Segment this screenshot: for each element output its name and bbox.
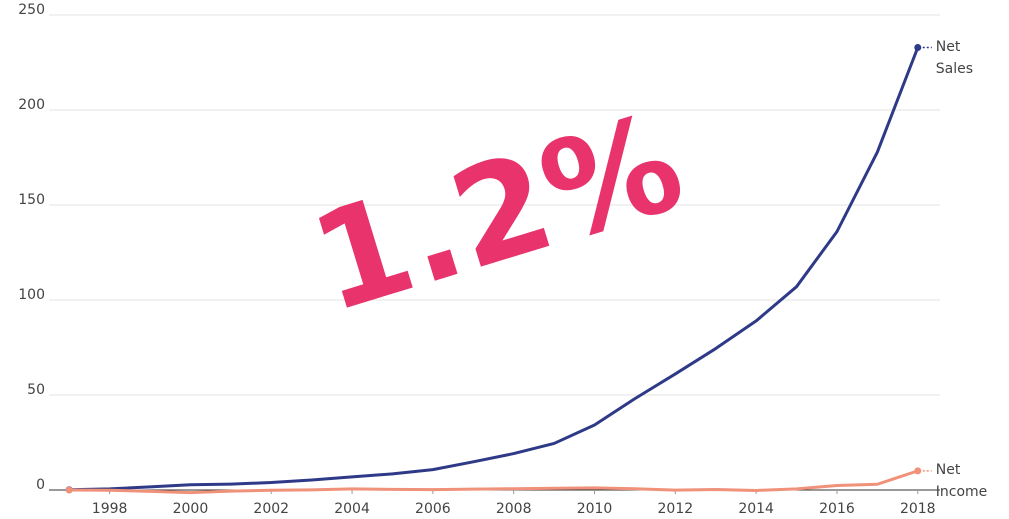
annotation: 1.2%	[295, 83, 699, 343]
y-tick-label: 50	[27, 382, 45, 398]
x-tick-label: 2016	[819, 501, 855, 517]
y-tick-label: 100	[18, 287, 45, 303]
y-tick-label: 250	[18, 2, 45, 18]
y-tick-label: 0	[36, 477, 45, 493]
legend-label: Net Sales	[935, 38, 974, 77]
x-tick-label: 2006	[415, 501, 451, 517]
y-tick-label: 150	[18, 192, 45, 208]
x-tick-label: 1998	[92, 501, 128, 517]
x-tick-label: 2018	[900, 501, 936, 517]
legend-label: Net Income	[935, 461, 988, 500]
x-tick-label: 2014	[738, 501, 774, 517]
x-tick-label: 2000	[173, 501, 209, 517]
x-tick-label: 2012	[658, 501, 694, 517]
x-tick-label: 2010	[577, 501, 613, 517]
legend-label-box: Net Sales	[935, 38, 974, 77]
end-point	[914, 467, 922, 475]
x-tick-label: 2008	[496, 501, 532, 517]
end-point	[914, 44, 922, 52]
line-series	[69, 469, 919, 495]
y-tick-label: 200	[18, 97, 45, 113]
x-tick-label: 2002	[253, 501, 289, 517]
start-point	[65, 486, 73, 494]
line-series	[69, 46, 920, 492]
x-tick-label: 2004	[334, 501, 370, 517]
legend-label-box: Net Income	[935, 461, 988, 500]
